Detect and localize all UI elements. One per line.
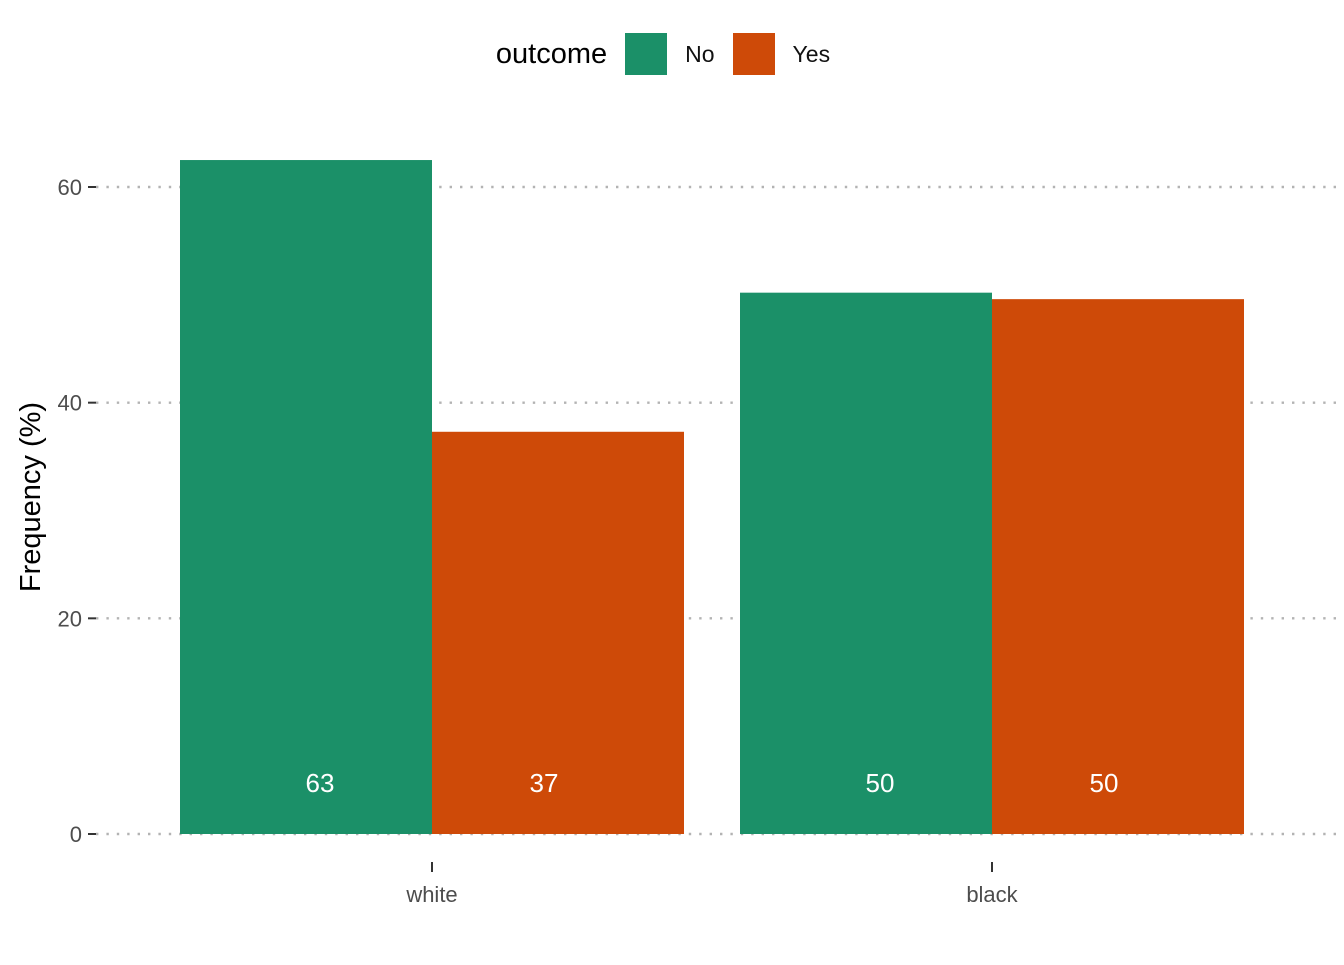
- y-tick-label: 20: [58, 606, 82, 631]
- y-tick-label: 0: [70, 822, 82, 847]
- data-label: 50: [1090, 768, 1119, 798]
- legend-item-no: No: [625, 33, 715, 75]
- legend-swatch-no: [625, 33, 668, 75]
- data-label: 50: [866, 768, 895, 798]
- bar-black-no: [740, 292, 992, 835]
- legend: outcome No Yes: [0, 33, 1344, 75]
- legend-swatch-yes: [732, 33, 775, 75]
- y-tick-label: 60: [58, 175, 82, 200]
- x-tick-label: black: [966, 882, 1018, 907]
- legend-title: outcome: [495, 37, 608, 70]
- x-tick-label: white: [405, 882, 457, 907]
- y-tick-label: 40: [58, 391, 82, 416]
- bar-white-yes: [432, 431, 684, 834]
- legend-label-no: No: [685, 40, 715, 67]
- bar-white-no: [180, 160, 432, 834]
- legend-label-yes: Yes: [792, 40, 831, 67]
- y-axis-label: Frequency (%): [15, 402, 47, 592]
- data-label: 63: [306, 768, 335, 798]
- data-label: 37: [530, 768, 559, 798]
- legend-item-yes: Yes: [732, 33, 831, 75]
- bar-black-yes: [992, 299, 1244, 834]
